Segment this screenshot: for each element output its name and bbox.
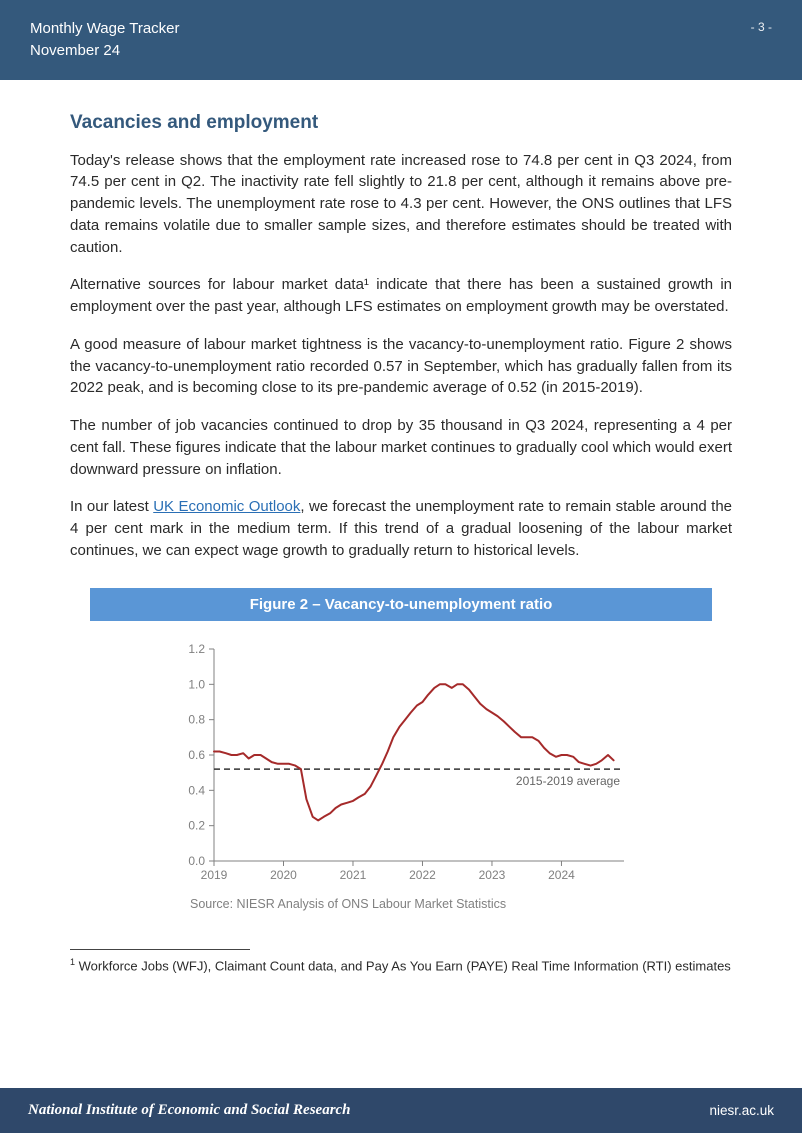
header-line2: November 24 [30, 40, 180, 62]
svg-text:2015-2019 average: 2015-2019 average [516, 774, 620, 788]
page-header: Monthly Wage Tracker November 24 - 3 - [0, 0, 802, 80]
footnote-1: 1 Workforce Jobs (WFJ), Claimant Count d… [70, 956, 732, 975]
paragraph-1: Today's release shows that the employmen… [70, 150, 732, 259]
svg-text:0.0: 0.0 [188, 854, 205, 868]
svg-text:2023: 2023 [479, 868, 506, 882]
svg-text:2019: 2019 [201, 868, 228, 882]
paragraph-4: The number of job vacancies continued to… [70, 415, 732, 480]
svg-text:2024: 2024 [548, 868, 575, 882]
page-footer: National Institute of Economic and Socia… [0, 1088, 802, 1133]
svg-text:0.6: 0.6 [188, 748, 205, 762]
figure-chart: 0.0 0.2 0.4 0.6 0.8 1.0 1.2 2019 2020 2021 2022 202… [70, 639, 732, 889]
figure-source: Source: NIESR Analysis of ONS Labour Mar… [190, 897, 732, 911]
svg-text:1.0: 1.0 [188, 677, 205, 691]
footnote-text: Workforce Jobs (WFJ), Claimant Count dat… [75, 958, 731, 973]
svg-text:0.4: 0.4 [188, 783, 205, 797]
paragraph-2: Alternative sources for labour market da… [70, 274, 732, 318]
svg-text:0.8: 0.8 [188, 712, 205, 726]
paragraph-5: In our latest UK Economic Outlook, we fo… [70, 496, 732, 561]
page-body: Vacancies and employment Today's release… [0, 80, 802, 1089]
chart-svg: 0.0 0.2 0.4 0.6 0.8 1.0 1.2 2019 2020 2021 2022 202… [166, 639, 636, 889]
page-number: - 3 - [751, 20, 772, 34]
footer-site: niesr.ac.uk [709, 1103, 774, 1118]
footer-org: National Institute of Economic and Socia… [28, 1102, 351, 1119]
svg-text:2020: 2020 [270, 868, 297, 882]
figure-title: Figure 2 – Vacancy-to-unemployment ratio [90, 588, 712, 621]
figure-2: Figure 2 – Vacancy-to-unemployment ratio… [70, 588, 732, 911]
header-line1: Monthly Wage Tracker [30, 18, 180, 40]
svg-text:1.2: 1.2 [188, 642, 205, 656]
svg-text:2022: 2022 [409, 868, 436, 882]
header-titles: Monthly Wage Tracker November 24 [30, 18, 180, 62]
paragraph-3: A good measure of labour market tightnes… [70, 334, 732, 399]
footnote-separator [70, 949, 250, 950]
uk-economic-outlook-link[interactable]: UK Economic Outlook [153, 498, 300, 515]
section-heading: Vacancies and employment [70, 112, 732, 134]
p5-pre: In our latest [70, 498, 153, 515]
svg-text:0.2: 0.2 [188, 818, 205, 832]
svg-text:2021: 2021 [340, 868, 367, 882]
